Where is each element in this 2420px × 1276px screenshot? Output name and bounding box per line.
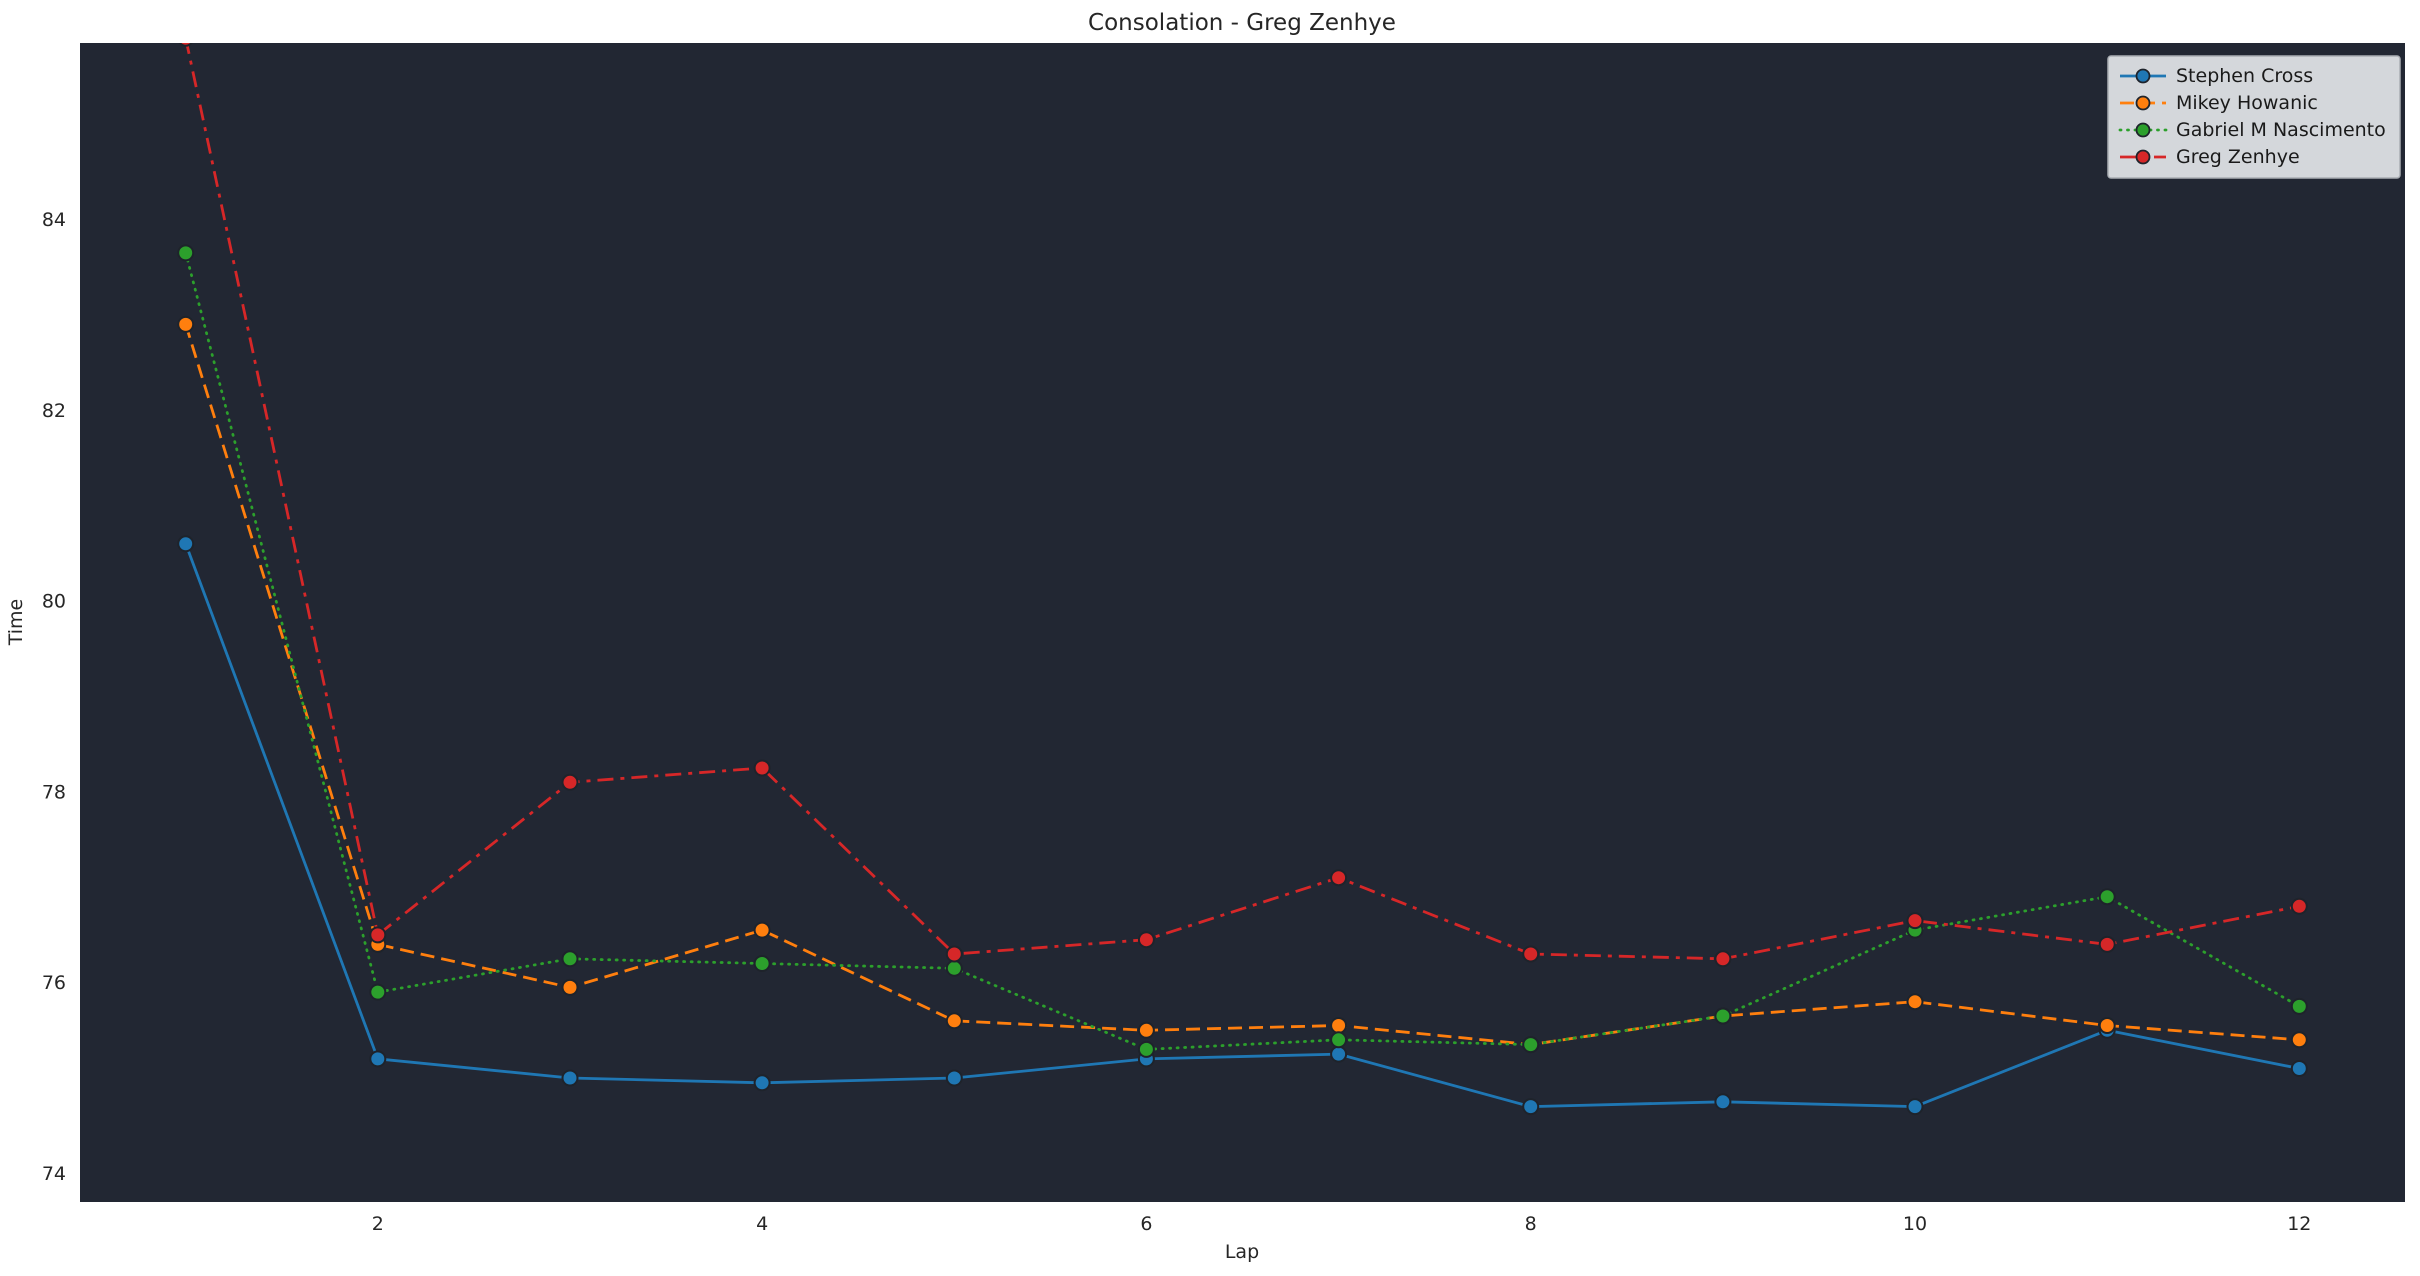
y-tick-label: 76: [42, 972, 66, 994]
data-point-marker: [1137, 1021, 1155, 1039]
data-point-marker: [1906, 993, 1924, 1011]
data-point-marker: [561, 773, 579, 791]
series-line: [184, 323, 2300, 1046]
legend-label: Stephen Cross: [2176, 65, 2313, 87]
legend-label: Mikey Howanic: [2176, 92, 2318, 114]
data-point-marker: [1330, 1031, 1348, 1049]
data-point-marker: [2098, 888, 2116, 906]
legend: Stephen Cross Mikey Howanic Gabriel M Nasc…: [2107, 55, 2401, 179]
data-point-marker: [945, 1012, 963, 1030]
data-point-marker: [2290, 897, 2308, 915]
data-point-marker: [2098, 935, 2116, 953]
y-tick-label: 82: [42, 400, 66, 422]
data-point-marker: [561, 978, 579, 996]
plot-area: [80, 43, 2405, 1202]
data-point-marker: [2290, 997, 2308, 1015]
x-tick-label: 12: [2287, 1213, 2311, 1235]
legend-marker: [2135, 149, 2151, 165]
data-point-marker: [1714, 1093, 1732, 1111]
data-point-marker: [945, 1069, 963, 1087]
data-point-marker: [945, 945, 963, 963]
data-point-marker: [1522, 945, 1540, 963]
y-axis-label: Time: [5, 599, 27, 647]
series-line: [184, 543, 2300, 1108]
data-point-marker: [1137, 1040, 1155, 1058]
data-point-marker: [2290, 1060, 2308, 1077]
y-tick-label: 74: [42, 1163, 66, 1185]
y-tick-label: 80: [42, 591, 66, 613]
legend-label: Gabriel M Nascimento: [2176, 119, 2386, 141]
data-point-marker: [1906, 1098, 1924, 1116]
data-point-marker: [561, 1069, 579, 1087]
legend-marker: [2135, 122, 2151, 138]
data-point-marker: [561, 950, 579, 968]
data-point-marker: [1330, 1045, 1348, 1063]
data-point-marker: [2098, 1017, 2116, 1034]
data-point-marker: [753, 955, 771, 972]
data-point-marker: [1714, 1007, 1732, 1025]
data-point-marker: [1522, 1098, 1540, 1116]
series-group: [177, 43, 2308, 1116]
data-point-marker: [177, 535, 195, 553]
axis-ticks: 74 76 78 80 82 84 2 4 6 8 10 12: [42, 209, 2312, 1235]
x-tick-label: 2: [372, 1213, 384, 1235]
chart-title: Consolation - Greg Zenhye: [1088, 10, 1396, 36]
x-axis-label: Lap: [1225, 1241, 1259, 1263]
data-point-marker: [1330, 1017, 1348, 1034]
data-point-marker: [945, 959, 963, 977]
data-point-marker: [2290, 1031, 2308, 1049]
data-point-marker: [1714, 950, 1732, 968]
y-tick-label: 78: [42, 781, 66, 803]
legend-label: Greg Zenhye: [2176, 146, 2300, 168]
data-point-marker: [1906, 912, 1924, 930]
y-tick-label: 84: [42, 209, 66, 231]
data-point-marker: [753, 759, 771, 777]
legend-marker: [2135, 95, 2151, 111]
data-point-marker: [1137, 931, 1155, 949]
data-point-marker: [369, 983, 387, 1001]
data-point-marker: [753, 1074, 771, 1092]
x-tick-label: 4: [756, 1213, 768, 1235]
data-point-marker: [753, 921, 771, 939]
legend-marker: [2135, 68, 2151, 84]
x-tick-label: 10: [1903, 1213, 1927, 1235]
data-point-marker: [178, 43, 193, 47]
x-tick-label: 6: [1140, 1213, 1152, 1235]
series-line: [185, 43, 2300, 961]
legend-box: [2107, 55, 2401, 179]
data-point-marker: [177, 315, 195, 333]
data-point-marker: [369, 1050, 387, 1068]
x-tick-label: 8: [1525, 1213, 1537, 1235]
data-point-marker: [177, 244, 195, 262]
data-point-marker: [369, 926, 387, 944]
data-point-marker: [1330, 869, 1348, 887]
data-point-marker: [1522, 1036, 1540, 1054]
